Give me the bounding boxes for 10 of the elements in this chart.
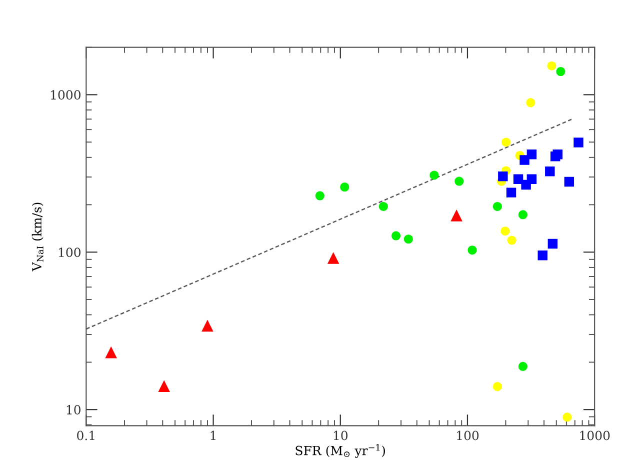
- y-tick-label: 100: [58, 248, 80, 258]
- y-tick-label: 10: [66, 405, 80, 415]
- x-tick-label: 10: [334, 430, 348, 440]
- y-tick-label: 1000: [51, 90, 80, 100]
- x-tick-label: 100: [457, 430, 479, 440]
- x-tick-label: 1000: [580, 430, 610, 440]
- x-axis-title: SFR (M$_{⊙}$ yr$^{−1}$): [296, 444, 385, 458]
- x-tick-label: 1: [210, 430, 216, 440]
- y-axis-title: V$_{NaI}$ (km/s): [32, 202, 44, 272]
- x-tick-label: 0.1: [77, 430, 94, 440]
